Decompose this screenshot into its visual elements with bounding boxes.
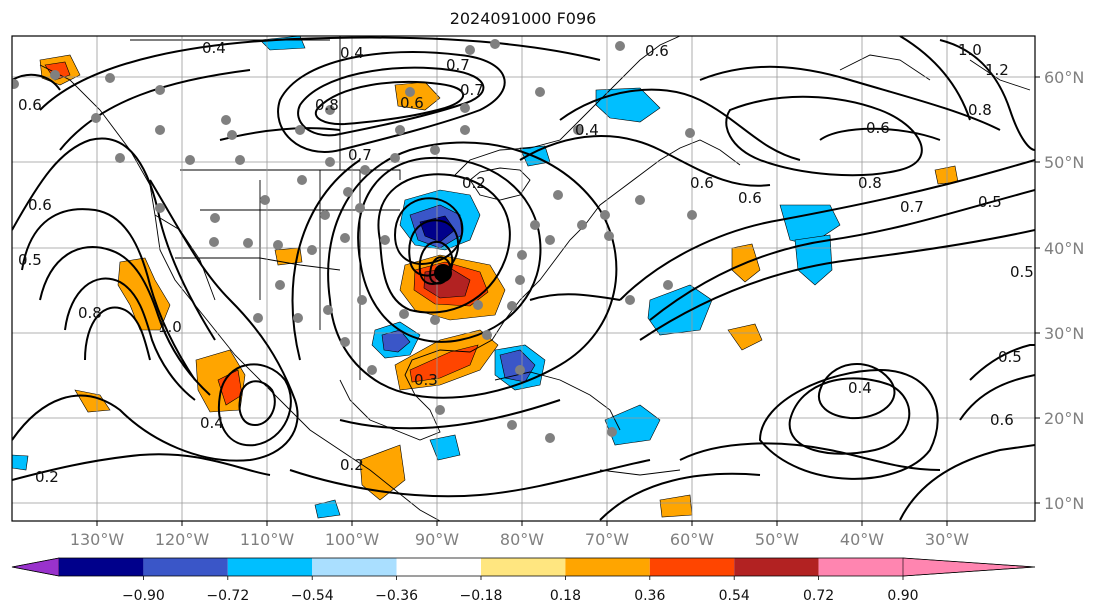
map-frame bbox=[11, 35, 1036, 522]
contour-label: 0.7 bbox=[460, 81, 484, 99]
colorbar-segment bbox=[396, 558, 481, 576]
contour-label: 0.5 bbox=[18, 251, 42, 269]
colorbar-segment bbox=[565, 558, 650, 576]
contour-label: 0.6 bbox=[400, 94, 424, 112]
colorbar-segment bbox=[312, 558, 397, 576]
lon-tick-label: 80°W bbox=[500, 530, 544, 549]
contour-label: 0.8 bbox=[315, 96, 339, 114]
colorbar-tick-label: 0.54 bbox=[719, 588, 750, 604]
contour-labels: 0.4 0.4 0.7 0.6 0.8 0.6 0.6 0.7 0.4 0.6 … bbox=[18, 39, 1034, 486]
colorbar-segment bbox=[11, 557, 60, 577]
contour-label: 0.6 bbox=[866, 119, 890, 137]
lat-tick-label: 20°N bbox=[1044, 409, 1084, 428]
colorbar-segment bbox=[902, 557, 1036, 577]
map-plot-area: 0.4 0.4 0.7 0.6 0.8 0.6 0.6 0.7 0.4 0.6 … bbox=[12, 36, 1035, 521]
colorbar-tick-label: 0.72 bbox=[803, 588, 834, 604]
lat-tick-label: 40°N bbox=[1044, 239, 1084, 258]
colorbar-tick-label: −0.72 bbox=[206, 588, 249, 604]
contour-label: 0.4 bbox=[202, 39, 226, 57]
colorbar: −0.90 −0.72 −0.54 −0.36 −0.18 0.18 0.36 … bbox=[11, 557, 1036, 604]
map-title: 2024091000 F096 bbox=[449, 9, 597, 28]
lon-tick-label: 90°W bbox=[415, 530, 459, 549]
contour-label: 0.5 bbox=[978, 193, 1002, 211]
lon-tick-label: 100°W bbox=[325, 530, 380, 549]
contour-label: 0.8 bbox=[858, 174, 882, 192]
contour-label: 0.8 bbox=[78, 304, 102, 322]
contour-label: 0.6 bbox=[18, 96, 42, 114]
colorbar-segment bbox=[143, 558, 228, 576]
anomaly-fill-regions bbox=[12, 36, 959, 519]
colorbar-tick-label: −0.36 bbox=[375, 588, 418, 604]
lat-tick-label: 60°N bbox=[1044, 68, 1084, 87]
colorbar-segment bbox=[227, 558, 313, 576]
contour-lines bbox=[12, 36, 1035, 521]
lat-tick-label: 30°N bbox=[1044, 324, 1084, 343]
tick-marks bbox=[96, 76, 1040, 526]
colorbar-outline bbox=[11, 557, 1036, 577]
contour-label: 0.8 bbox=[968, 101, 992, 119]
lon-tick-label: 130°W bbox=[70, 530, 125, 549]
lon-tick-label: 40°W bbox=[840, 530, 884, 549]
contour-label: 0.6 bbox=[28, 196, 52, 214]
contour-label: 1.2 bbox=[985, 61, 1009, 79]
contour-label: 1.0 bbox=[958, 41, 982, 59]
contour-label: 0.7 bbox=[348, 146, 372, 164]
lat-tick-label: 50°N bbox=[1044, 153, 1084, 172]
contour-label: 0.2 bbox=[35, 468, 59, 486]
contour-label: 0.2 bbox=[340, 456, 364, 474]
contour-label: 0.5 bbox=[1010, 263, 1034, 281]
contour-label: 0.4 bbox=[848, 379, 872, 397]
lon-tick-label: 110°W bbox=[240, 530, 295, 549]
longitude-labels: 130°W 120°W 110°W 100°W 90°W 80°W 70°W 6… bbox=[70, 530, 969, 549]
lon-tick-label: 60°W bbox=[670, 530, 714, 549]
contour-label: 0.2 bbox=[462, 174, 486, 192]
colorbar-segment bbox=[734, 558, 819, 576]
contour-label: 0.6 bbox=[990, 411, 1014, 429]
contour-label: 0.7 bbox=[900, 198, 924, 216]
contour-label: 0.4 bbox=[575, 121, 599, 139]
colorbar-tick-label: −0.54 bbox=[291, 588, 334, 604]
colorbar-segment bbox=[818, 558, 903, 576]
contour-label: 0.4 bbox=[340, 44, 364, 62]
lat-tick-label: 10°N bbox=[1044, 494, 1084, 513]
contour-label: 0.4 bbox=[200, 414, 224, 432]
colorbar-segment bbox=[59, 558, 144, 576]
colorbar-segment bbox=[649, 558, 735, 576]
colorbar-tick-label: 0.18 bbox=[550, 588, 581, 604]
latitude-labels: 60°N 50°N 40°N 30°N 20°N 10°N bbox=[1044, 68, 1084, 513]
lon-tick-label: 70°W bbox=[585, 530, 629, 549]
lon-tick-label: 30°W bbox=[925, 530, 969, 549]
contour-label: 0.7 bbox=[446, 56, 470, 74]
colorbar-tick-label: 0.36 bbox=[634, 588, 665, 604]
colorbar-segment bbox=[481, 558, 566, 576]
colorbar-tick-label: −0.18 bbox=[460, 588, 503, 604]
lon-tick-label: 120°W bbox=[155, 530, 210, 549]
contour-label: 0.6 bbox=[690, 174, 714, 192]
contour-label: 0.6 bbox=[738, 189, 762, 207]
colorbar-tick-label: 0.90 bbox=[887, 588, 918, 604]
contour-label: 1.0 bbox=[158, 318, 182, 336]
station-dots bbox=[12, 39, 697, 443]
colorbar-tick-label: −0.90 bbox=[122, 588, 165, 604]
contour-label: 0.6 bbox=[645, 42, 669, 60]
storm-center-marker bbox=[434, 264, 452, 282]
contour-label: 0.5 bbox=[998, 348, 1022, 366]
contour-label: 0.3 bbox=[414, 371, 438, 389]
lon-tick-label: 50°W bbox=[755, 530, 799, 549]
